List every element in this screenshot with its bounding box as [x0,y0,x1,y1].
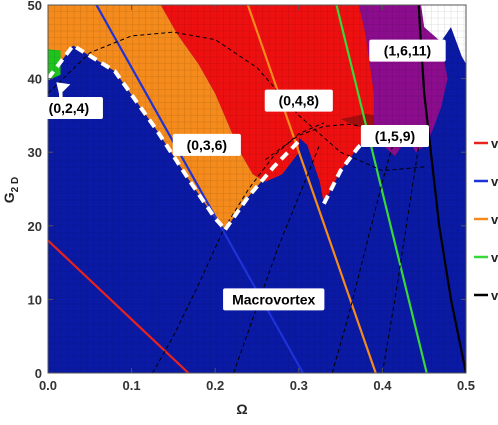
y-axis-label-main: G [1,192,17,203]
label-arrow-head [56,82,71,96]
region-label-bg [172,133,241,156]
black-dashed-boundary-0 [48,31,425,172]
y-tick-label: 20 [28,219,42,234]
black-dashed-boundary-5 [381,137,421,373]
region-label: (0,2,4) [49,100,89,116]
legend-label: v=2 [491,136,498,151]
legend-label: v=3 [491,174,498,189]
x-tick-label: 0.3 [290,378,308,393]
x-tick-label: 0.2 [206,378,224,393]
region-label: (0,4,8) [279,93,319,109]
y-axis-label-sub: 2 D [10,177,21,193]
cell-grid-lines [48,5,466,373]
axes: 0.0 0.1 0.2 0.3 0.4 0.5 0 10 20 30 40 50 [28,0,476,393]
cell-grid [48,5,466,373]
region-label: Macrovortex [232,291,315,307]
region-area-5 [421,5,466,64]
y-tick-label: 50 [28,0,42,13]
black-dashed-boundary-2 [152,122,325,373]
black-dashed-boundary-3 [233,144,321,373]
region-label-bg [223,288,325,311]
legend-label: v=4 [491,212,498,227]
region-label-bg [34,97,103,120]
series-line-v=3 [95,5,304,373]
plot-frame [47,4,467,374]
series-line-v=2 [48,239,190,373]
series-line-v=4 [246,5,377,373]
series-line-v=5 [335,5,428,373]
x-axis-label: Ω [236,401,247,417]
x-tick-label: 0.1 [123,378,141,393]
legend: v=2 v=3 v=4 v=5 v=6 [474,136,498,303]
legend-label: v=6 [491,288,498,303]
white-dashed-boundary-1 [223,139,301,231]
region-label: (0,3,6) [187,137,227,153]
black-dashed-boundary-1 [265,123,425,161]
black-dashed-boundary-4 [331,122,400,373]
region-label-bg [369,39,446,62]
y-tick-label: 0 [35,366,42,381]
x-tick-label: 0.4 [373,378,392,393]
region-labels: Macrovortex (0,2,4) (0,3,6) (0,4,8) (1,5,9) (… [34,39,446,311]
y-axis-label: G2 D [1,177,21,203]
region-label: (1,5,9) [375,128,415,144]
y-tick-label: 10 [28,292,42,307]
region-label: (1,6,11) [384,43,431,59]
phase-boundaries [48,31,425,373]
x-tick-label: 0.5 [457,378,475,393]
region-area-1 [48,5,299,230]
region-label-bg [264,89,333,112]
legend-label: v=5 [491,250,498,265]
region-label-bg [360,125,429,148]
y-tick-label: 40 [28,72,42,87]
x-tick-label: 0.0 [39,378,57,393]
y-tick-label: 30 [28,145,42,160]
